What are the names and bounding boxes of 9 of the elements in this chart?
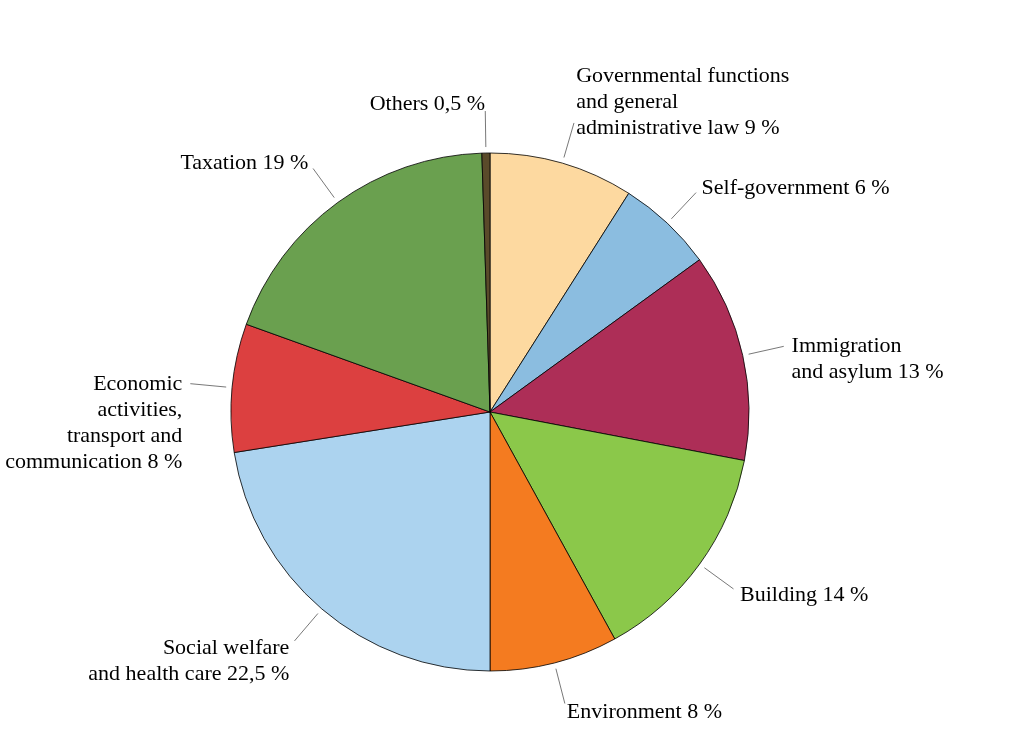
slice-label: Self-government 6 % [701, 173, 890, 199]
slice-label: Economic activities, transport and communication 8 % [5, 369, 183, 473]
slice-label: Governmental functions and general administrative law 9 % [576, 62, 790, 140]
slice-label: Social welfare and health care 22,5 % [88, 633, 290, 685]
slice-label: Taxation 19 % [180, 149, 309, 175]
slice-label: Immigration and asylum 13 % [791, 331, 944, 383]
slice-label: Building 14 % [739, 580, 869, 606]
slice-label: Environment 8 % [566, 698, 723, 724]
slice-label: Others 0,5 % [369, 90, 486, 116]
